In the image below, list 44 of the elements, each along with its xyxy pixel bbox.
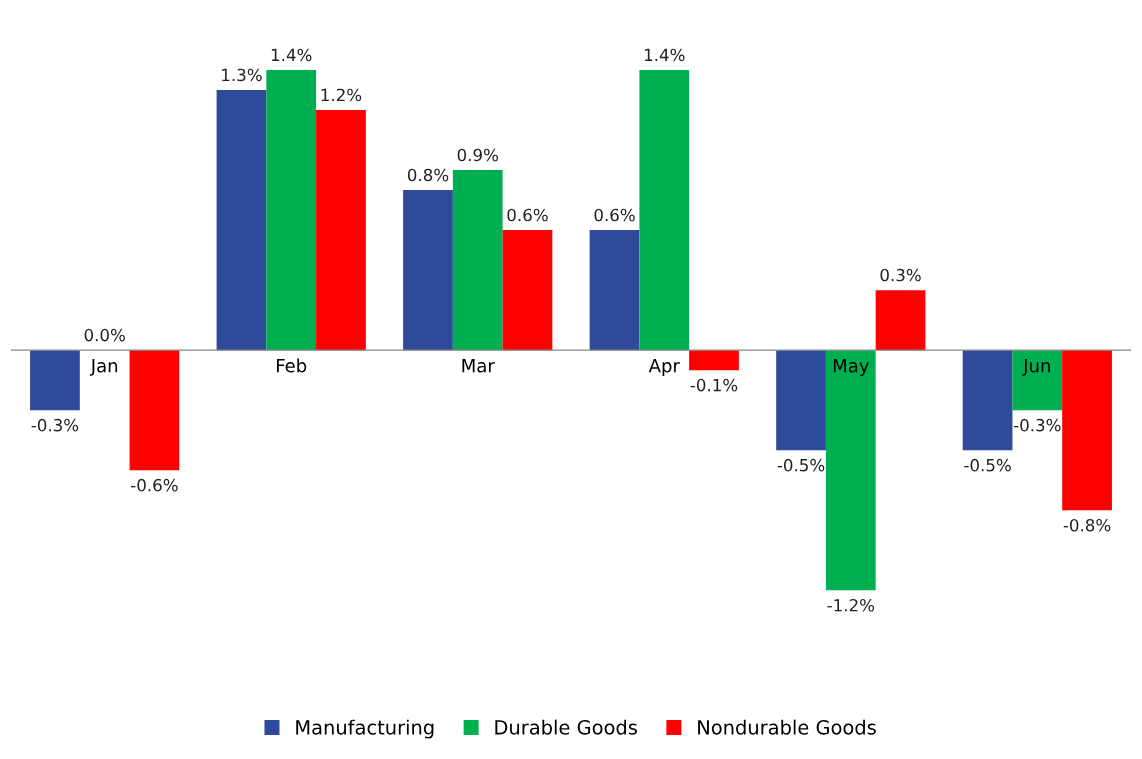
data-label: 0.8% xyxy=(407,168,449,182)
bar xyxy=(875,290,926,351)
bar xyxy=(776,350,826,451)
data-label: 1.4% xyxy=(644,48,685,62)
x-tick-label: Mar xyxy=(462,359,495,373)
x-tick-label: Apr xyxy=(648,359,680,376)
data-label: 0.9% xyxy=(457,148,498,162)
data-label: -0.5% xyxy=(777,458,825,472)
data-label: 0.6% xyxy=(594,208,635,222)
bar xyxy=(452,170,503,351)
bar xyxy=(266,70,317,351)
data-label: 1.3% xyxy=(222,68,262,82)
data-label: -0.3% xyxy=(1013,418,1061,432)
bar xyxy=(825,350,876,591)
data-label: -0.8% xyxy=(1063,518,1111,532)
bar xyxy=(30,350,80,411)
data-label: 1.2% xyxy=(321,88,362,102)
bar xyxy=(589,230,640,351)
bar xyxy=(129,350,180,471)
bar xyxy=(316,110,366,351)
data-label: -0.3% xyxy=(31,418,79,432)
bar xyxy=(502,230,553,351)
bar xyxy=(216,90,267,351)
legend-label: Nondurable Goods xyxy=(698,719,876,735)
x-tick-label: May xyxy=(833,359,869,376)
bar xyxy=(689,350,739,371)
legend-label: Durable Goods xyxy=(495,719,637,735)
data-label: 1.4% xyxy=(271,48,312,62)
data-label: -1.2% xyxy=(827,598,875,612)
legend-label: Manufacturing xyxy=(296,719,434,739)
bar xyxy=(1062,350,1112,511)
bar xyxy=(1012,350,1063,411)
x-tick-label: Feb xyxy=(277,358,307,373)
x-tick-label: Jun xyxy=(1022,359,1050,376)
data-label: -0.6% xyxy=(131,478,178,492)
data-label: 0.3% xyxy=(880,268,921,282)
bar xyxy=(962,350,1013,451)
x-tick-label: Jan xyxy=(89,359,118,376)
data-label: -0.5% xyxy=(964,458,1011,472)
data-label: 0.0% xyxy=(84,328,125,342)
data-label: 0.6% xyxy=(507,208,548,222)
bar xyxy=(403,190,453,351)
data-label: -0.1% xyxy=(690,378,738,392)
bar xyxy=(639,70,690,351)
